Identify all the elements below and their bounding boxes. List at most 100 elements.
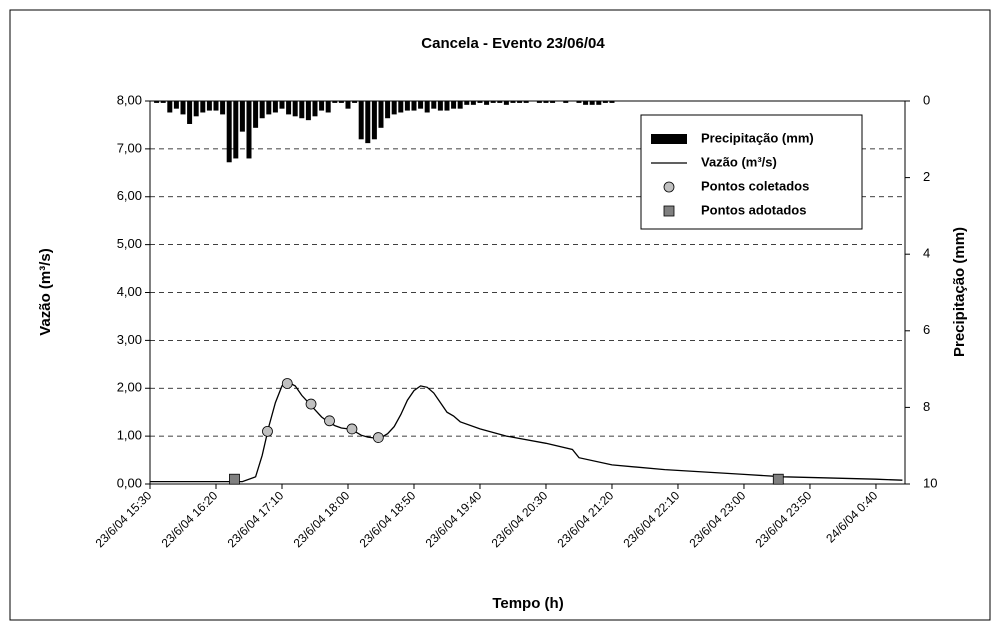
precip-bar: [206, 101, 212, 111]
adopted-point: [772, 473, 784, 485]
legend-label: Precipitação (mm): [701, 130, 814, 145]
precip-bar: [391, 101, 397, 115]
precip-bar: [259, 101, 265, 119]
precip-bar: [371, 101, 377, 140]
precip-bar: [358, 101, 364, 140]
precip-bar: [543, 101, 549, 103]
precip-bar: [279, 101, 285, 109]
legend-swatch: [651, 134, 687, 144]
precip-bar: [233, 101, 239, 159]
precip-bar: [490, 101, 496, 103]
precip-bar: [431, 101, 437, 109]
precip-bar: [457, 101, 463, 109]
precip-bar: [437, 101, 443, 111]
adopted-point: [229, 473, 240, 485]
precip-bar: [517, 101, 523, 103]
precip-bar: [154, 101, 160, 103]
precip-bar: [424, 101, 430, 113]
collected-point: [281, 378, 293, 389]
precip-bar: [536, 101, 542, 103]
precip-bar: [200, 101, 206, 113]
collected-point: [346, 423, 358, 435]
precip-bar: [404, 101, 410, 111]
collected-point: [262, 425, 273, 437]
chart-title: Cancela - Evento 23/06/04: [421, 35, 605, 52]
y-tick-label: 4,00: [117, 284, 142, 299]
precip-bar: [193, 101, 199, 117]
chart-frame: [9, 9, 991, 621]
flow-line: [150, 381, 903, 483]
precip-bar: [470, 101, 476, 105]
y-tick-label: 3,00: [117, 332, 142, 347]
precip-bar: [160, 101, 166, 103]
precip-bar: [503, 101, 509, 105]
precip-bar: [477, 101, 483, 103]
x-axis-label: Tempo (h): [492, 595, 563, 612]
y-tick-label: 6,00: [117, 188, 142, 203]
precip-bar: [497, 101, 503, 103]
precip-bar: [292, 101, 298, 117]
y-axis-label: Vazão (m³/s): [37, 248, 54, 336]
precip-bar: [609, 101, 615, 103]
precip-bar: [187, 101, 193, 124]
y-tick-label: 1,00: [117, 428, 142, 443]
precip-bar: [398, 101, 404, 113]
precip-bar: [226, 101, 232, 163]
precip-bar: [352, 101, 358, 103]
precip-bar: [583, 101, 589, 105]
precip-bar: [576, 101, 582, 103]
collected-point: [324, 415, 335, 427]
y-tick-label: 0,00: [117, 475, 142, 490]
precip-bar: [596, 101, 602, 105]
y2-tick-label: 0: [923, 92, 930, 107]
legend-label: Vazão (m³/s): [701, 154, 777, 169]
precip-bar: [286, 101, 292, 115]
y-tick-label: 7,00: [117, 140, 142, 155]
precip-bar: [213, 101, 219, 111]
precip-bar: [510, 101, 516, 103]
precip-bar: [418, 101, 424, 109]
precip-bar: [345, 101, 351, 109]
precip-bar: [266, 101, 272, 115]
precip-bar: [444, 101, 450, 111]
precip-bar: [167, 101, 173, 113]
precip-bar: [464, 101, 470, 105]
y2-tick-label: 10: [923, 475, 937, 490]
precip-bar: [550, 101, 556, 103]
legend-swatch: [663, 205, 675, 217]
y-tick-label: 8,00: [117, 92, 142, 107]
y2-tick-label: 8: [923, 399, 930, 414]
precip-bar: [602, 101, 608, 103]
precip-bar: [173, 101, 179, 109]
y-tick-label: 2,00: [117, 380, 142, 395]
legend-label: Pontos coletados: [701, 178, 809, 193]
y2-axis-label: Precipitação (mm): [951, 227, 968, 357]
precip-bar: [378, 101, 384, 128]
precip-bar: [385, 101, 391, 119]
precip-bar: [239, 101, 245, 132]
precip-bar: [523, 101, 529, 103]
legend-swatch: [663, 181, 675, 193]
precip-bar: [338, 101, 344, 103]
precip-bar: [312, 101, 318, 117]
precip-bar: [220, 101, 226, 115]
precip-bar: [365, 101, 371, 144]
y2-tick-label: 2: [923, 169, 930, 184]
collected-point: [372, 432, 384, 443]
precip-bar: [325, 101, 331, 113]
precip-bar: [563, 101, 569, 103]
precip-bar: [305, 101, 311, 121]
precip-bar: [180, 101, 186, 115]
precip-bar: [299, 101, 305, 119]
precip-bar: [272, 101, 278, 113]
precip-bar: [253, 101, 259, 128]
precip-bar: [319, 101, 325, 111]
precip-bar: [246, 101, 252, 159]
legend-label: Pontos adotados: [701, 202, 806, 217]
y-tick-label: 5,00: [117, 236, 142, 251]
precip-bar: [411, 101, 417, 111]
precip-bar: [451, 101, 457, 109]
precip-bar: [589, 101, 595, 105]
precip-bar: [332, 101, 338, 103]
